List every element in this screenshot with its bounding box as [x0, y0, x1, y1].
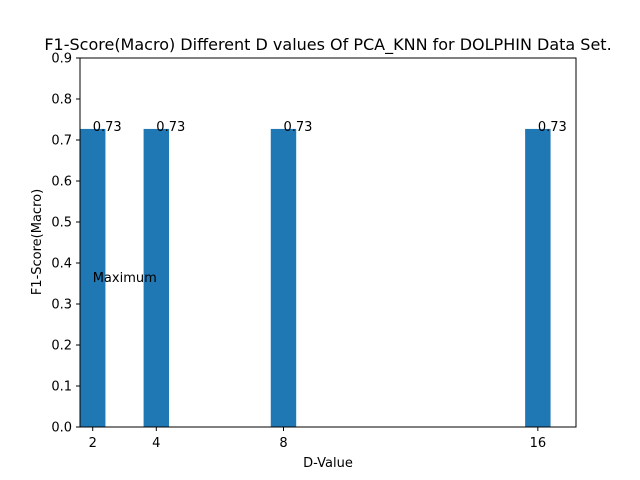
y-tick-label: 0.6: [51, 175, 72, 190]
y-tick-label: 0.4: [51, 257, 72, 272]
chart-title: F1-Score(Macro) Different D values Of PC…: [44, 35, 611, 55]
x-tick-label: 8: [279, 436, 287, 451]
y-tick-label: 0.2: [51, 339, 72, 354]
x-tick-label: 2: [89, 436, 97, 451]
y-tick-label: 0.1: [51, 380, 72, 395]
annotation-maximum: Maximum: [93, 271, 157, 286]
y-tick-label: 0.7: [51, 134, 72, 149]
data-label: 0.73: [283, 120, 312, 135]
data-label: 0.73: [538, 120, 567, 135]
bar-16: [525, 128, 551, 427]
bar-8: [270, 128, 297, 427]
x-tick-label: 16: [530, 436, 547, 451]
y-tick-label: 0.9: [51, 52, 72, 67]
y-tick-label: 0.5: [51, 216, 72, 231]
y-tick-label: 0.8: [51, 93, 72, 108]
bar-4: [143, 128, 170, 427]
y-tick-label: 0.0: [51, 421, 72, 436]
x-tick-label: 4: [152, 436, 160, 451]
y-tick-label: 0.3: [51, 298, 72, 313]
x-axis-label: D-Value: [303, 456, 353, 471]
plot-area: 0.0 0.1 0.2 0.3 0.4 0.5 0.6 0.7 0.8 0.9 2 4 8 16 0.73 0…: [51, 52, 577, 451]
data-label: 0.73: [93, 120, 122, 135]
data-label: 0.73: [156, 120, 185, 135]
y-axis-label: F1-Score(Macro): [30, 189, 45, 295]
axes-frame: [79, 57, 577, 428]
bar-2: [80, 128, 106, 427]
